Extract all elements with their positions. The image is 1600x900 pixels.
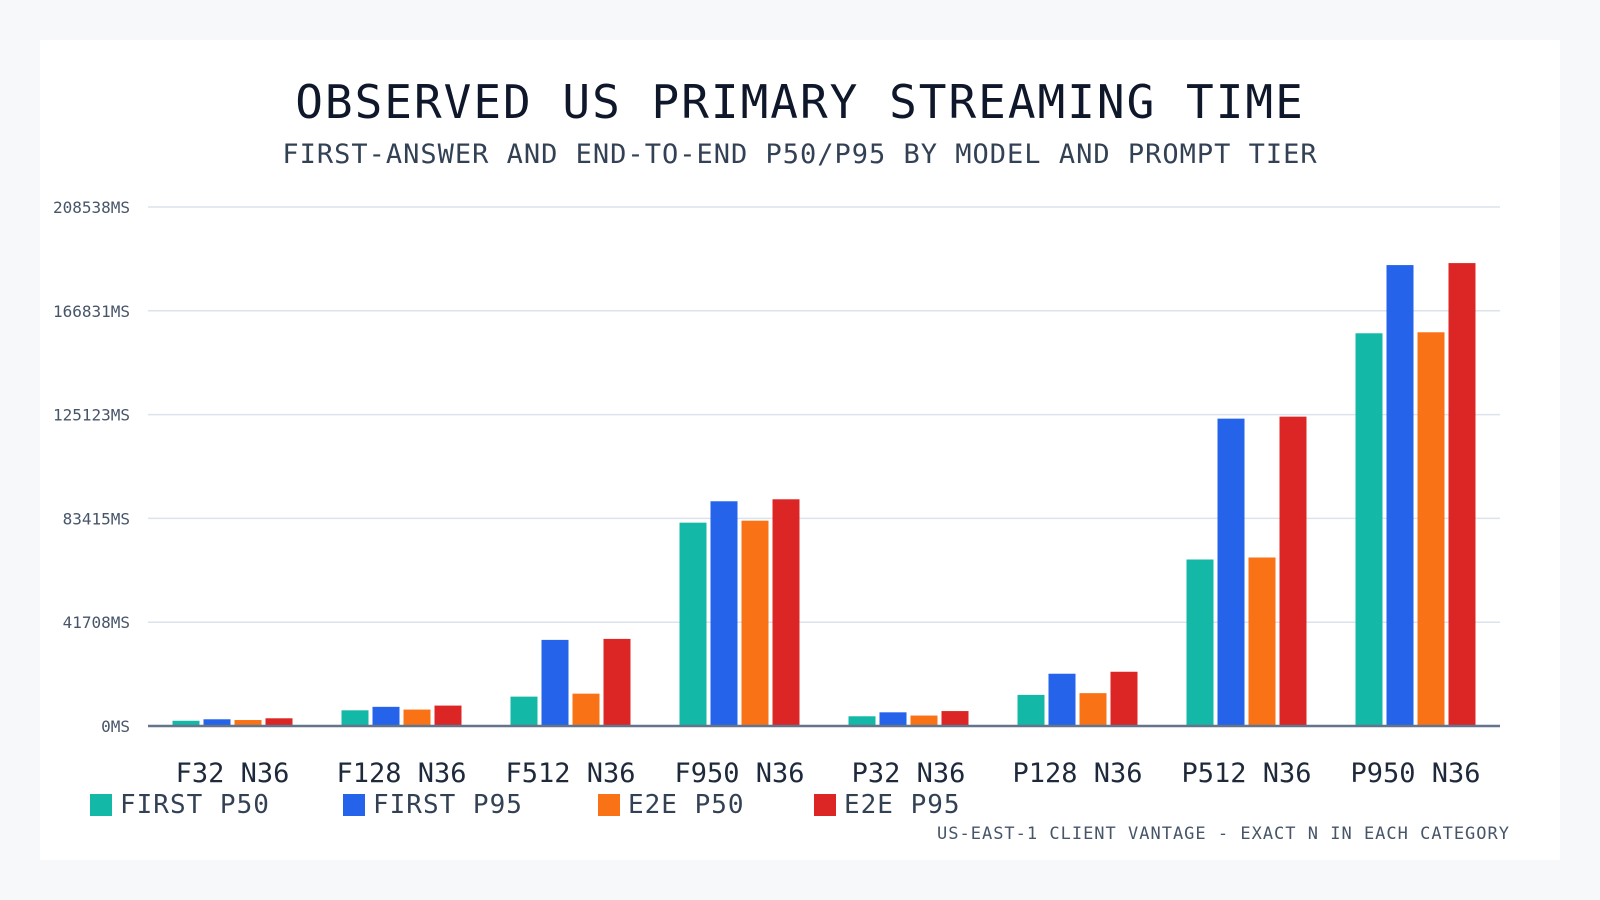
bar	[772, 499, 800, 726]
bar	[541, 639, 569, 726]
y-tick-label: 83415MS	[63, 509, 130, 528]
legend-swatch	[343, 794, 365, 816]
bar	[234, 720, 262, 726]
legend-swatch	[598, 794, 620, 816]
bar	[203, 719, 231, 726]
bar	[741, 520, 769, 726]
bar	[1248, 557, 1276, 726]
legend-label: FIRST P50	[120, 790, 270, 820]
bar	[1448, 263, 1476, 726]
bar	[403, 709, 431, 726]
legend-swatch	[90, 794, 112, 816]
y-tick-label: 125123MS	[53, 406, 130, 425]
bar	[372, 706, 400, 726]
x-tick-label: P128 N36	[1012, 758, 1142, 789]
bar	[910, 715, 938, 726]
chart-footnote: US-EAST-1 CLIENT VANTAGE - EXACT N IN EA…	[937, 824, 1510, 844]
x-tick-label: F128 N36	[336, 758, 466, 789]
bar	[1217, 418, 1245, 726]
bar	[679, 522, 707, 726]
x-tick-label: F950 N36	[674, 758, 804, 789]
bar	[1417, 332, 1445, 726]
bar	[1048, 673, 1076, 726]
bar	[848, 716, 876, 726]
bar	[1279, 416, 1307, 726]
legend-item-first-p50[interactable]: FIRST P50	[90, 790, 270, 820]
bar	[879, 712, 907, 726]
bar	[1110, 671, 1138, 726]
bar	[572, 693, 600, 726]
bar	[341, 710, 369, 726]
bar	[1186, 559, 1214, 726]
chart-subtitle: FIRST-ANSWER AND END-TO-END P50/P95 BY M…	[282, 139, 1318, 170]
legend-item-first-p95[interactable]: FIRST P95	[343, 790, 523, 820]
y-tick-label: 41708MS	[63, 613, 130, 632]
chart-title: OBSERVED US PRIMARY STREAMING TIME	[295, 75, 1305, 129]
x-tick-label: P950 N36	[1350, 758, 1480, 789]
bar	[603, 638, 631, 726]
legend-label: FIRST P95	[373, 790, 523, 820]
bar	[1079, 693, 1107, 726]
bar-chart: 0MS 41708MS 83415MS 125123MS 166831MS 208538M…	[53, 198, 1500, 789]
legend-item-e2e-p50[interactable]: E2E P50	[598, 790, 745, 820]
y-tick-label: 208538MS	[53, 198, 130, 217]
chart-card: 0MS 41708MS 83415MS 125123MS 166831MS 208538M…	[40, 40, 1560, 860]
legend-label: E2E P95	[844, 790, 961, 820]
legend-item-e2e-p95[interactable]: E2E P95	[814, 790, 961, 820]
bar	[1355, 333, 1383, 726]
bar	[710, 501, 738, 726]
bar	[1386, 265, 1414, 726]
bar	[172, 720, 200, 726]
x-tick-label: P512 N36	[1181, 758, 1311, 789]
x-tick-label: P32 N36	[852, 758, 966, 789]
x-tick-label: F512 N36	[505, 758, 635, 789]
bar	[434, 705, 462, 726]
x-tick-label: F32 N36	[176, 758, 290, 789]
bar	[941, 711, 969, 726]
y-tick-label: 0MS	[101, 717, 130, 736]
bar	[510, 696, 538, 726]
bar	[265, 718, 293, 726]
y-tick-label: 166831MS	[53, 302, 130, 321]
legend-swatch	[814, 794, 836, 816]
bar	[1017, 694, 1045, 726]
legend-label: E2E P50	[628, 790, 745, 820]
